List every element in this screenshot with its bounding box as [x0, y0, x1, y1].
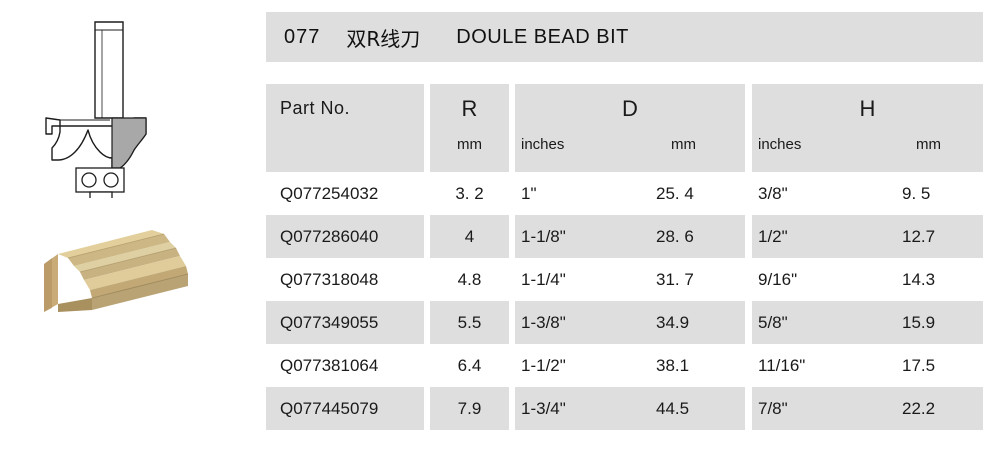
cell-r: 5.5	[457, 312, 482, 332]
cell-h-mm: 17.5	[902, 355, 936, 375]
row-band-h	[752, 301, 983, 344]
column-subheader-d-mm: mm	[671, 136, 696, 153]
cell-part: Q077349055	[280, 312, 379, 332]
row-band-h	[752, 215, 983, 258]
column-subheader-h-mm: mm	[916, 136, 941, 153]
table-row: Q077318048 4.8 1-1/4" 31. 7 9/16" 14.3	[266, 258, 983, 301]
table-row: Q077286040 4 1-1/8" 28. 6 1/2" 12.7	[266, 215, 983, 258]
column-subheader-h-inches: inches	[758, 136, 802, 153]
column-header-part-no: Part No.	[280, 98, 351, 118]
header-band-d	[515, 84, 745, 172]
cell-part: Q077381064	[280, 355, 379, 375]
row-band-r	[430, 215, 509, 258]
product-name-english: DOULE BEAD BIT	[456, 25, 629, 48]
cell-d-mm: 38.1	[656, 355, 690, 375]
row-band-r	[430, 387, 509, 430]
cell-h-in: 11/16"	[758, 355, 806, 375]
cell-d-in: 1-1/2"	[521, 355, 566, 375]
cell-d-in: 1-3/4"	[521, 398, 566, 418]
cell-d-in: 1-1/8"	[521, 226, 566, 246]
illustration-panel	[0, 0, 262, 463]
cell-h-in: 9/16"	[758, 269, 798, 289]
table-row: Q077349055 5.5 1-3/8" 34.9 5/8" 15.9	[266, 301, 983, 344]
cell-part: Q077318048	[280, 269, 379, 289]
product-code: 077	[284, 25, 321, 48]
column-header-h: H	[859, 96, 876, 121]
row-band-d	[515, 301, 745, 344]
row-band-r	[430, 301, 509, 344]
cell-h-in: 1/2"	[758, 226, 788, 246]
cell-d-mm: 31. 7	[656, 269, 694, 289]
wood-molding-sample	[44, 230, 189, 312]
row-band-d	[515, 387, 745, 430]
cell-part: Q077445079	[280, 398, 379, 418]
cell-h-mm: 14.3	[902, 269, 936, 289]
cell-d-mm: 25. 4	[656, 183, 694, 203]
product-title-bar: 077 双R线刀 DOULE BEAD BIT	[266, 12, 983, 62]
cell-h-mm: 9. 5	[902, 183, 931, 203]
column-header-r: R	[461, 96, 478, 121]
row-band-part	[266, 387, 424, 430]
specification-table: Part No. R mm D inches mm H inches mm Q0…	[266, 84, 983, 430]
cell-h-in: 5/8"	[758, 312, 788, 332]
table-row: Q077254032 3. 2 1" 25. 4 3/8" 9. 5	[266, 172, 983, 215]
column-subheader-d-inches: inches	[521, 136, 565, 153]
table-header-row: Part No. R mm D inches mm H inches mm	[266, 84, 983, 172]
row-band-h	[752, 387, 983, 430]
data-panel: 077 双R线刀 DOULE BEAD BIT Part No. R mm D …	[266, 0, 983, 463]
row-band-part	[266, 301, 424, 344]
cell-r: 4.8	[457, 269, 482, 289]
product-name-chinese: 双R线刀	[346, 26, 421, 51]
cell-h-mm: 22.2	[902, 398, 936, 418]
cell-part: Q077286040	[280, 226, 379, 246]
cell-r: 7.9	[457, 398, 482, 418]
header-band-part	[266, 84, 424, 172]
cell-h-in: 7/8"	[758, 398, 788, 418]
cell-h-in: 3/8"	[758, 183, 788, 203]
cell-h-mm: 12.7	[902, 226, 936, 246]
header-band-h	[752, 84, 983, 172]
router-bit-drawing	[45, 21, 147, 198]
cell-r: 6.4	[457, 355, 482, 375]
column-header-d: D	[622, 96, 638, 121]
column-subheader-r-mm: mm	[457, 136, 482, 153]
cell-d-in: 1"	[521, 183, 537, 203]
cell-d-mm: 44.5	[656, 398, 690, 418]
cell-r: 4	[464, 226, 475, 246]
cell-d-mm: 34.9	[656, 312, 690, 332]
row-band-d	[515, 215, 745, 258]
cell-r: 3. 2	[455, 183, 484, 203]
header-band-r	[430, 84, 509, 172]
row-band-part	[266, 215, 424, 258]
cell-d-in: 1-3/8"	[521, 312, 566, 332]
cell-part: Q077254032	[280, 183, 379, 203]
cell-d-in: 1-1/4"	[521, 269, 566, 289]
cell-h-mm: 15.9	[902, 312, 936, 332]
table-row: Q077381064 6.4 1-1/2" 38.1 11/16" 17.5	[266, 344, 983, 387]
table-row: Q077445079 7.9 1-3/4" 44.5 7/8" 22.2	[266, 387, 983, 430]
cell-d-mm: 28. 6	[656, 226, 694, 246]
